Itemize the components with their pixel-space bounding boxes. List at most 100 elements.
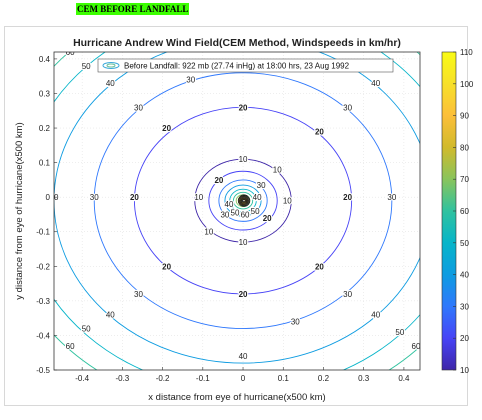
x-tick-label: 0.4	[398, 374, 410, 383]
plot-border	[53, 51, 421, 371]
y-tick-label: 0.3	[39, 89, 51, 98]
contour-20	[133, 106, 353, 295]
x-axis-ticks: -0.4 -0.3 -0.2 -0.1 0 0.1 0.2 0.3 0.4	[75, 367, 410, 383]
contour-60	[232, 191, 254, 210]
eye-ring	[238, 195, 250, 206]
contour-30	[218, 179, 268, 222]
contour-label: 40	[106, 311, 115, 320]
contour-label: 30	[90, 193, 99, 202]
x-tick-label: 0.1	[278, 374, 290, 383]
legend-swatch	[102, 62, 120, 69]
hurricane-eye	[237, 194, 251, 207]
contour-label: 40	[428, 193, 437, 202]
contour-label: 30	[291, 318, 300, 327]
contour-label: 20	[214, 176, 223, 185]
contour-label: 10	[283, 197, 292, 206]
y-tick-label: -0.4	[36, 331, 50, 340]
y-tick-label: 0.4	[39, 55, 51, 64]
contour-50	[229, 188, 257, 213]
x-tick-label: 0	[241, 374, 246, 383]
eye-ring	[239, 196, 249, 205]
contour-label: 10	[204, 228, 213, 237]
eye-ring	[242, 199, 246, 203]
contour-label: 20	[130, 193, 139, 202]
eye-ring	[237, 194, 251, 207]
colorbar-tick-label: 110	[460, 48, 473, 57]
contour-label: 50	[231, 209, 240, 218]
contour-label: 40	[239, 352, 248, 361]
contour-label: 30	[186, 76, 195, 85]
contour-label: 20	[162, 262, 171, 271]
contour-label: 10	[239, 238, 248, 247]
contour-label: 20	[263, 214, 272, 223]
colorbar-tick-label: 30	[460, 302, 469, 311]
contour-label: 50	[251, 207, 260, 216]
y-tick-label: 0.1	[39, 159, 51, 168]
contour-label: 50	[82, 62, 91, 71]
contour-label: 50	[395, 328, 404, 337]
contour-lines	[54, 52, 420, 370]
y-tick-label: -0.5	[36, 366, 50, 375]
y-tick-label: -0.1	[36, 228, 50, 237]
contour-label: 10	[239, 155, 248, 164]
colorbar-tick-label: 20	[460, 334, 469, 343]
contour-label: 20	[315, 128, 324, 137]
y-axis-ticks: -0.5 -0.4 -0.3 -0.2 -0.1 0 0.1 0.2 0.3 0.4	[36, 55, 57, 375]
contour-label: 30	[220, 210, 229, 219]
eye-ring	[240, 197, 248, 205]
colorbar-ticks: 10 20 30 40 50 60 70 80 90 100 110	[453, 48, 474, 375]
contour-label: 10	[194, 193, 203, 202]
contour-label: 30	[134, 103, 143, 112]
legend-swatch-inner	[106, 63, 116, 68]
colorbar-tick-label: 10	[460, 366, 469, 375]
chart-legend: Before Landfall: 922 mb (27.74 inHg) at …	[97, 58, 394, 73]
legend-entry: Before Landfall: 922 mb (27.74 inHg) at …	[124, 62, 350, 71]
x-tick-label: 0.2	[318, 374, 330, 383]
contour-label: 20	[315, 262, 324, 271]
chart-title: Hurricane Andrew Wind Field(CEM Method, …	[73, 37, 401, 49]
colorbar-tick-label: 60	[460, 207, 469, 216]
x-tick-label: -0.2	[156, 374, 170, 383]
x-tick-label: 0.3	[358, 374, 370, 383]
contour-label: 60	[66, 48, 75, 57]
colorbar-tick-label: 80	[460, 143, 469, 152]
legend-box	[97, 58, 394, 73]
contour-label: 40	[106, 79, 115, 88]
contour-label: 40	[253, 193, 262, 202]
contour-label: 60	[66, 342, 75, 351]
x-axis-label: x distance from eye of hurricane(x500 km…	[148, 392, 325, 403]
contour-label: 30	[257, 181, 266, 190]
contour-label: 40	[225, 200, 234, 209]
y-axis-label: y distance from eye of hurricane(x500 km…	[14, 122, 25, 299]
contour-label: 40	[50, 193, 59, 202]
y-tick-label: 0.2	[39, 124, 51, 133]
figure-caption: CEM BEFORE LANDFALL	[76, 3, 190, 15]
y-tick-label: -0.3	[36, 297, 50, 306]
y-tick-label: -0.2	[36, 262, 50, 271]
contour-label: 40	[371, 311, 380, 320]
contour-label: 20	[239, 103, 248, 112]
contour-label: 30	[134, 290, 143, 299]
colorbar-tick-label: 100	[460, 80, 474, 89]
x-tick-label: -0.3	[115, 374, 129, 383]
contour-40	[224, 184, 262, 217]
contour-label: 60	[241, 210, 250, 219]
contour-label: 20	[162, 124, 171, 133]
eye-ring	[241, 198, 247, 204]
contour-label: 20	[343, 193, 352, 202]
contour-label: 60	[412, 342, 421, 351]
colorbar-tick-label: 50	[460, 239, 469, 248]
y-tick-label: 0	[46, 193, 51, 202]
contour-label: 10	[273, 166, 282, 175]
colorbar-tick-label: 40	[460, 271, 469, 280]
x-tick-label: -0.4	[75, 374, 89, 383]
contour-30	[93, 72, 393, 329]
contour-label: 30	[343, 103, 352, 112]
colorbar-tick-label: 90	[460, 112, 469, 121]
contour-label: 50	[82, 325, 91, 334]
contour-10	[194, 158, 292, 243]
contour-label: 30	[343, 290, 352, 299]
x-tick-label: -0.1	[196, 374, 210, 383]
